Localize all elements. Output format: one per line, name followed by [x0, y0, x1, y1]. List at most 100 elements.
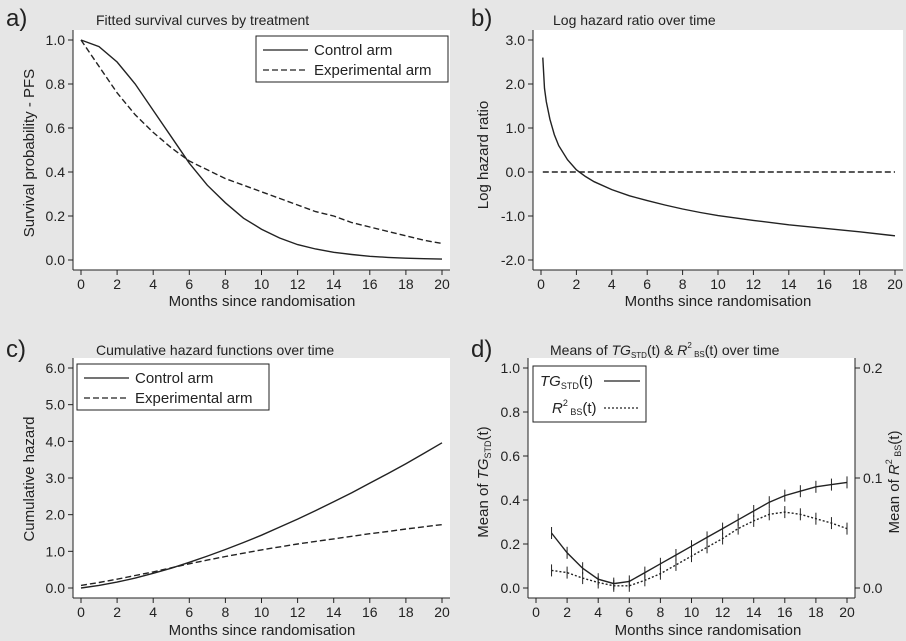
panel-b: b) Log hazard ratio over time Months sin… — [471, 5, 903, 310]
x-tick-label: 4 — [608, 276, 616, 292]
panel-c-letter: c) — [6, 336, 26, 363]
title-part: TG — [611, 342, 631, 358]
legend-part: (t) — [582, 400, 596, 417]
legend-label-tgstd: TGSTD(t) — [540, 373, 593, 391]
title-part: R — [677, 342, 687, 358]
x-tick-label: 10 — [684, 604, 700, 620]
x-tick-label: 6 — [185, 604, 193, 620]
panel-d-xlabel: Months since randomisation — [615, 622, 802, 639]
x-tick-label: 2 — [113, 276, 121, 292]
panel-a-ylabel: Survival probability - PFS — [21, 69, 38, 237]
y-tick-label: 0.4 — [501, 492, 521, 508]
x-tick-label: 20 — [434, 604, 450, 620]
x-tick-label: 6 — [643, 276, 651, 292]
ylabel-part: Mean of — [475, 479, 492, 537]
title-part: (t) over time — [705, 342, 780, 358]
y2-tick-label: 0.1 — [863, 470, 883, 486]
y-tick-label: 0.6 — [46, 120, 66, 136]
x-tick-label: 14 — [746, 604, 762, 620]
panel-d-title: Means of TGSTD(t) & R2 BS(t) over time — [550, 341, 780, 360]
title-part: (t) & — [647, 342, 677, 358]
legend-label-experimental: Experimental arm — [135, 390, 253, 407]
x-tick-label: 10 — [254, 604, 270, 620]
ylabel-part: TG — [475, 458, 492, 479]
y2label-part: (t) — [886, 431, 903, 445]
legend-part: STD — [561, 381, 580, 391]
panel-d-legend: TGSTD(t) R2 BS(t) — [532, 365, 647, 423]
x-tick-label: 14 — [326, 604, 342, 620]
x-tick-label: 18 — [398, 604, 414, 620]
series-line-0 — [80, 39, 443, 260]
x-tick-label: 18 — [808, 604, 824, 620]
y2-tick-label: 0.0 — [863, 580, 883, 596]
y-tick-label: 3.0 — [46, 470, 66, 486]
y-tick-label: 0.0 — [46, 580, 66, 596]
x-tick-label: 18 — [852, 276, 868, 292]
y-tick-label: 1.0 — [46, 32, 66, 48]
series-line-1 — [80, 523, 443, 587]
y-tick-label: 2.0 — [46, 507, 66, 523]
legend-frame — [532, 365, 647, 423]
legend-part: BS — [568, 407, 583, 417]
y2label-part: BS — [893, 445, 903, 460]
y-tick-label: 0.6 — [501, 448, 521, 464]
y-tick-label: -1.0 — [501, 208, 525, 224]
x-tick-label: 18 — [398, 276, 414, 292]
x-tick-label: 4 — [594, 604, 602, 620]
panel-c-legend: Control arm Experimental arm — [76, 363, 270, 411]
legend-part: 2 — [563, 398, 568, 408]
panel-c-ylabel: Cumulative hazard — [21, 416, 38, 541]
panel-d-y2label: Mean of R2 BS(t) — [884, 431, 903, 534]
x-tick-label: 4 — [149, 604, 157, 620]
title-part: 2 — [687, 341, 692, 350]
x-tick-label: 2 — [113, 604, 121, 620]
panel-c: c) Cumulative hazard functions over time… — [6, 336, 450, 639]
series-line-0 — [550, 481, 848, 585]
y2-tick-label: 0.2 — [863, 360, 883, 376]
legend-frame — [255, 35, 449, 83]
panel-c-xlabel: Months since randomisation — [169, 622, 356, 639]
y-tick-label: 5.0 — [46, 397, 66, 413]
panel-d: d) Means of TGSTD(t) & R2 BS(t) over tim… — [471, 336, 903, 639]
y-tick-label: 0.0 — [506, 164, 526, 180]
x-tick-label: 16 — [362, 276, 378, 292]
title-part: BS — [692, 350, 705, 359]
x-tick-label: 12 — [290, 604, 306, 620]
x-tick-label: 6 — [185, 276, 193, 292]
y-tick-label: 0.8 — [501, 404, 521, 420]
panel-a-xlabel: Months since randomisation — [169, 293, 356, 310]
y-tick-label: 2.0 — [506, 76, 526, 92]
x-tick-label: 0 — [77, 604, 85, 620]
x-tick-label: 8 — [222, 276, 230, 292]
legend-label-control: Control arm — [314, 42, 392, 59]
y-tick-label: 6.0 — [46, 360, 66, 376]
x-tick-label: 16 — [816, 276, 832, 292]
legend-part: (t) — [579, 373, 593, 390]
y-tick-label: 1.0 — [501, 360, 521, 376]
panel-d-ylabel: Mean of TGSTD(t) — [475, 426, 493, 537]
legend-label-experimental: Experimental arm — [314, 62, 432, 79]
y-tick-label: -2.0 — [501, 252, 525, 268]
y-tick-label: 0.2 — [501, 536, 521, 552]
ylabel-part: STD — [483, 440, 493, 459]
x-tick-label: 20 — [434, 276, 450, 292]
x-tick-label: 10 — [710, 276, 726, 292]
y-tick-label: 0.8 — [46, 76, 66, 92]
y-tick-label: 3.0 — [506, 32, 526, 48]
legend-label-control: Control arm — [135, 370, 213, 387]
panel-b-title: Log hazard ratio over time — [553, 12, 716, 28]
x-tick-label: 2 — [573, 276, 581, 292]
panel-c-title: Cumulative hazard functions over time — [96, 342, 334, 358]
x-tick-label: 8 — [657, 604, 665, 620]
x-tick-label: 20 — [839, 604, 855, 620]
y-tick-label: 1.0 — [506, 120, 526, 136]
series-line-0 — [542, 57, 896, 237]
x-tick-label: 16 — [362, 604, 378, 620]
x-tick-label: 12 — [290, 276, 306, 292]
title-part: Means of — [550, 342, 611, 358]
panel-a-letter: a) — [6, 5, 27, 32]
legend-frame — [76, 363, 270, 411]
legend-label-r2bs: R2 BS(t) — [552, 398, 597, 417]
plot-area — [533, 30, 903, 270]
